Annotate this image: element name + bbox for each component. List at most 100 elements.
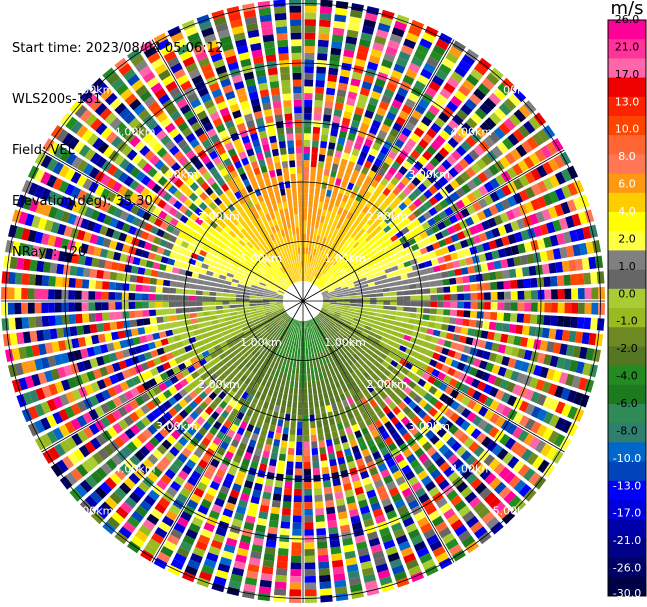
velocity-gate [376,485,387,495]
velocity-gate [343,544,355,553]
velocity-gate [222,305,230,309]
velocity-gate [483,282,491,291]
velocity-gate [271,331,278,338]
velocity-gate [466,179,477,191]
velocity-gate [376,266,385,272]
velocity-gate [427,217,437,227]
velocity-gate [536,424,548,438]
velocity-gate [436,308,444,315]
velocity-gate [424,110,436,121]
velocity-gate [189,453,200,464]
velocity-gate [121,369,131,380]
velocity-gate [344,42,356,52]
velocity-gate [464,375,475,386]
velocity-gate [470,283,478,292]
velocity-gate [310,227,315,235]
velocity-gate [395,285,403,291]
velocity-gate [181,447,192,458]
velocity-gate [277,307,285,311]
velocity-gate [256,376,263,385]
velocity-gate [374,78,386,88]
velocity-gate [151,408,162,419]
velocity-gate [235,448,245,458]
velocity-gate [396,181,406,191]
velocity-gate [376,297,384,301]
velocity-gate [524,389,535,401]
velocity-gate [414,447,425,458]
velocity-gate [561,329,570,342]
velocity-gate [481,220,491,231]
velocity-gate [330,424,337,433]
velocity-gate [455,392,466,403]
velocity-gate [369,230,378,238]
velocity-gate [320,188,326,196]
velocity-gate [411,243,420,252]
velocity-gate [230,573,243,583]
velocity-gate [418,98,430,109]
velocity-gate [543,276,551,287]
velocity-gate [498,102,512,116]
velocity-gate [534,148,547,162]
velocity-gate [255,368,263,377]
velocity-gate [325,333,331,341]
velocity-gate [21,302,29,314]
velocity-gate [357,129,367,138]
velocity-gate [396,411,406,421]
velocity-gate [337,137,346,146]
velocity-gate [443,218,452,227]
velocity-gate [413,208,422,218]
velocity-gate [195,540,208,551]
velocity-gate [333,184,340,193]
velocity-gate [390,247,399,255]
velocity-gate [542,177,554,191]
velocity-gate [346,563,359,573]
velocity-gate [292,347,296,354]
velocity-gate [304,522,314,530]
velocity-gate [303,428,310,436]
velocity-gate [342,152,350,161]
velocity-gate [235,341,243,348]
velocity-gate [236,307,244,312]
velocity-gate [530,406,542,419]
velocity-gate [384,421,393,430]
velocity-gate [304,482,312,489]
velocity-gate [135,505,148,518]
velocity-gate [278,343,284,350]
velocity-gate [275,196,282,204]
velocity-gate [394,498,406,509]
velocity-gate [443,340,452,348]
velocity-gate [282,167,289,175]
velocity-gate [54,443,66,457]
velocity-gate [502,269,510,279]
velocity-gate [347,219,354,228]
velocity-gate [397,263,405,270]
velocity-gate [101,302,109,311]
velocity-gate [318,265,323,272]
velocity-gate [342,309,349,313]
velocity-gate [351,423,360,433]
velocity-gate [293,200,298,208]
velocity-gate [517,243,526,254]
velocity-gate [341,476,351,485]
velocity-gate [371,212,379,221]
velocity-gate [200,372,209,381]
velocity-gate [434,322,443,330]
velocity-gate [408,528,421,540]
velocity-gate [263,323,271,329]
velocity-gate [383,539,396,550]
velocity-gate [357,325,365,332]
velocity-gate [166,534,180,546]
velocity-gate [277,391,283,400]
velocity-gate [548,328,557,340]
velocity-gate [194,406,204,416]
velocity-gate [278,53,289,61]
velocity-gate [466,387,476,398]
velocity-gate [387,150,398,160]
velocity-gate [423,62,436,74]
velocity-gate [48,289,55,300]
velocity-gate [361,567,375,577]
velocity-gate [376,238,385,246]
velocity-gate [489,112,502,125]
velocity-gate [318,561,330,569]
velocity-gate [198,534,211,545]
